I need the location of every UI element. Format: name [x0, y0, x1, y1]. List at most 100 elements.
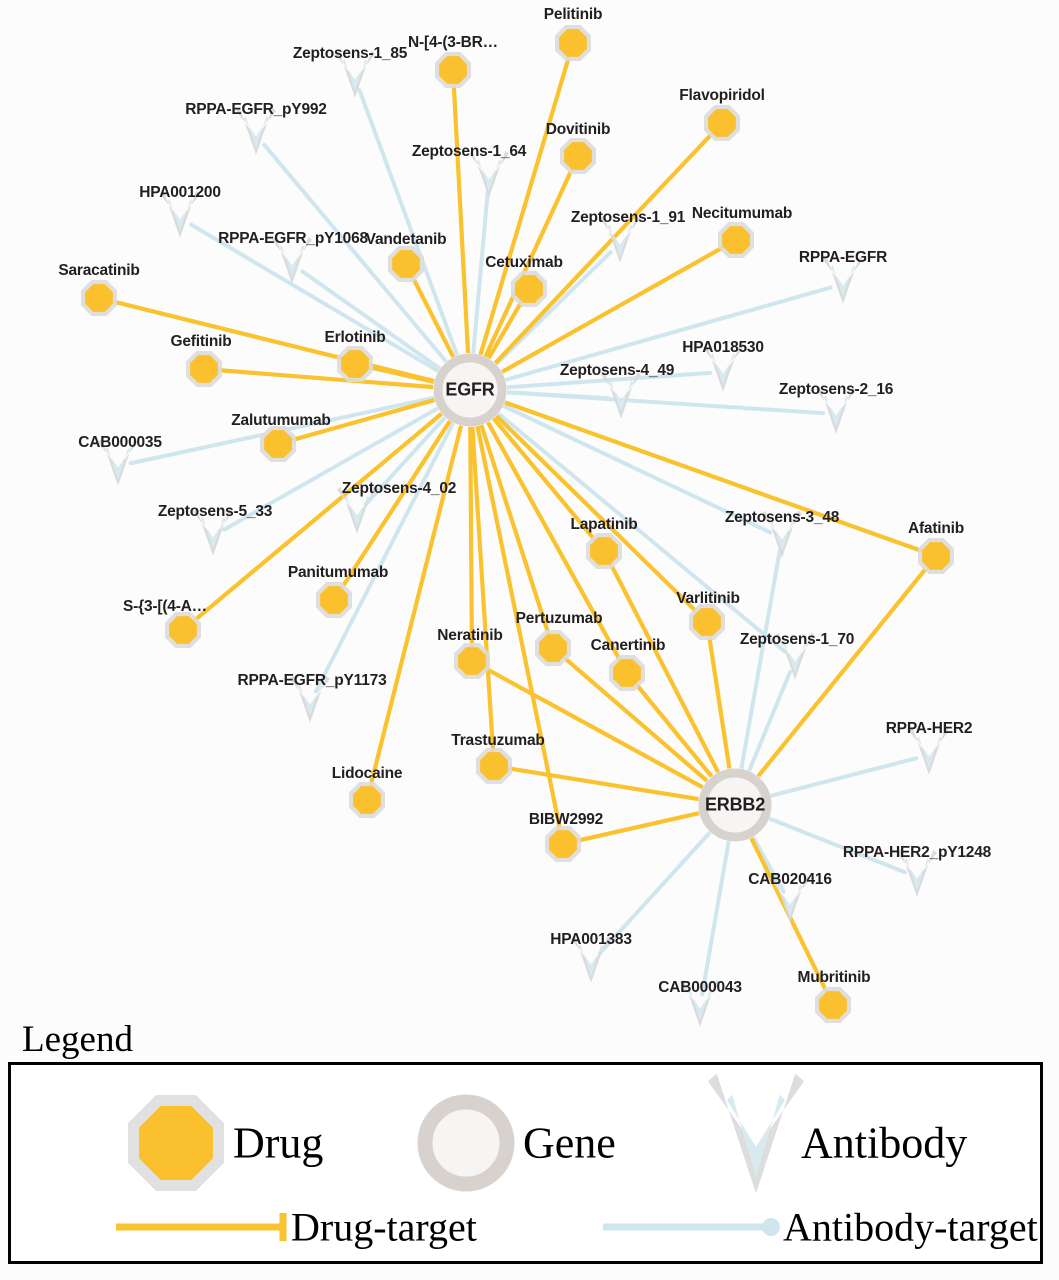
drug-node[interactable]	[315, 581, 353, 619]
drug-node[interactable]	[453, 642, 491, 680]
antibody-target-edge	[763, 756, 919, 800]
drug-target-edge	[217, 368, 440, 390]
antibody-node[interactable]	[816, 386, 856, 434]
antibody-label: RPPA-HER2_pY1248	[842, 844, 992, 861]
legend-antibody-label: Antibody	[801, 1118, 968, 1168]
antibody-node[interactable]	[775, 632, 815, 680]
drug-label: Cetuximab	[485, 254, 563, 271]
drug-node[interactable]	[510, 270, 548, 308]
gene-node[interactable]	[433, 353, 507, 427]
drug-node[interactable]	[534, 629, 572, 667]
antibody-node[interactable]	[469, 150, 509, 198]
drug-node[interactable]	[544, 825, 582, 863]
chevron-node-icon	[823, 395, 849, 428]
antibody-node[interactable]	[337, 486, 377, 534]
drug-label: Saracatinib	[58, 262, 140, 279]
drug-target-edge	[483, 416, 622, 662]
octagon-node-icon	[392, 250, 420, 278]
drug-label: Gefitinib	[170, 333, 232, 350]
drug-node[interactable]	[554, 24, 592, 62]
chevron-node-icon	[578, 944, 604, 977]
octagon-node-icon	[353, 786, 381, 814]
octagon-node-icon	[693, 608, 721, 636]
drug-node[interactable]	[185, 350, 223, 388]
antibody-node[interactable]	[98, 438, 138, 486]
drug-node[interactable]	[703, 104, 741, 142]
drug-node[interactable]	[434, 51, 472, 89]
antibody-target-edge	[357, 88, 461, 362]
drug-target-edge	[484, 300, 524, 364]
chevron-node-icon	[904, 858, 930, 891]
antibody-label: RPPA-EGFR_pY1068	[218, 230, 368, 247]
ring-node-icon	[433, 353, 507, 427]
drug-target-edge	[474, 420, 562, 831]
antibody-node[interactable]	[770, 875, 810, 923]
drug-node[interactable]	[559, 137, 597, 175]
drug-label: Neratinib	[437, 627, 503, 644]
octagon-node-icon	[341, 350, 369, 378]
octagon-node-icon	[85, 284, 113, 312]
drug-node[interactable]	[917, 537, 955, 575]
octagon-node-icon	[708, 109, 736, 137]
antibody-target-edge	[222, 403, 445, 532]
chevron-node-icon	[769, 519, 795, 552]
drug-label: Varlitinib	[676, 590, 740, 607]
drug-node[interactable]	[814, 986, 852, 1024]
drug-node[interactable]	[585, 532, 623, 570]
antibody-node[interactable]	[236, 107, 276, 155]
antibody-node[interactable]	[823, 256, 863, 304]
drug-node[interactable]	[80, 279, 118, 317]
octagon-node-icon	[169, 616, 197, 644]
drug-node[interactable]	[688, 603, 726, 641]
antibody-label: Zeptosens-3_48	[724, 509, 840, 526]
drug-target-edge	[470, 420, 496, 753]
drug-target-edge	[609, 563, 722, 778]
drug-target-edge	[483, 666, 709, 792]
network-canvas[interactable]: Zeptosens-1_85 RPPA-EGFR_pY992 Zeptosens-1…	[0, 0, 1059, 1030]
antibody-node[interactable]	[193, 508, 233, 556]
antibody-target-edge	[496, 401, 773, 535]
drug-target-edge	[481, 168, 574, 363]
drug-node[interactable]	[717, 221, 755, 259]
drug-target-edge	[490, 132, 714, 369]
drug-label: Mubritinib	[797, 969, 871, 986]
drug-target-edge	[478, 419, 551, 635]
drug-node[interactable]	[475, 747, 513, 785]
antibody-label: Zeptosens-2_16	[778, 381, 894, 398]
antibody-label: HPA001200	[139, 184, 221, 201]
antibody-label: RPPA-HER2	[885, 720, 973, 737]
drug-target-edge	[340, 415, 455, 589]
antibody-node[interactable]	[272, 236, 312, 284]
antibody-label: CAB000043	[658, 979, 742, 996]
antibody-target-edge	[363, 411, 451, 507]
drug-label: Lidocaine	[331, 765, 403, 782]
drug-target-edge	[368, 419, 465, 787]
drug-node[interactable]	[164, 611, 202, 649]
antibody-node[interactable]	[680, 979, 720, 1027]
antibody-node[interactable]	[571, 935, 611, 983]
octagon-node-icon	[564, 142, 592, 170]
chevron-node-icon	[476, 159, 502, 192]
antibody-node[interactable]	[335, 50, 375, 98]
drug-node[interactable]	[259, 425, 297, 463]
antibody-node[interactable]	[703, 344, 743, 392]
drug-node[interactable]	[348, 781, 386, 819]
antibody-label: HPA018530	[682, 339, 764, 356]
antibody-node[interactable]	[601, 371, 641, 419]
octagon-node-icon	[549, 830, 577, 858]
antibody-node[interactable]	[762, 510, 802, 558]
drug-target-edge	[451, 83, 471, 360]
antibody-node[interactable]	[600, 215, 640, 263]
antibody-node[interactable]	[160, 190, 200, 238]
antibody-node[interactable]	[897, 849, 937, 897]
drug-label: Zalutumumab	[231, 412, 331, 429]
antibody-node[interactable]	[909, 727, 949, 775]
drug-label: Flavopiridol	[679, 87, 765, 104]
antibody-target-edge	[470, 188, 490, 361]
drug-node[interactable]	[336, 345, 374, 383]
antibody-node[interactable]	[290, 675, 330, 723]
drug-node[interactable]	[387, 245, 425, 283]
drug-node[interactable]	[608, 654, 646, 692]
drug-label: S-{3-[(4-A…	[123, 598, 207, 615]
gene-node[interactable]	[698, 768, 772, 842]
